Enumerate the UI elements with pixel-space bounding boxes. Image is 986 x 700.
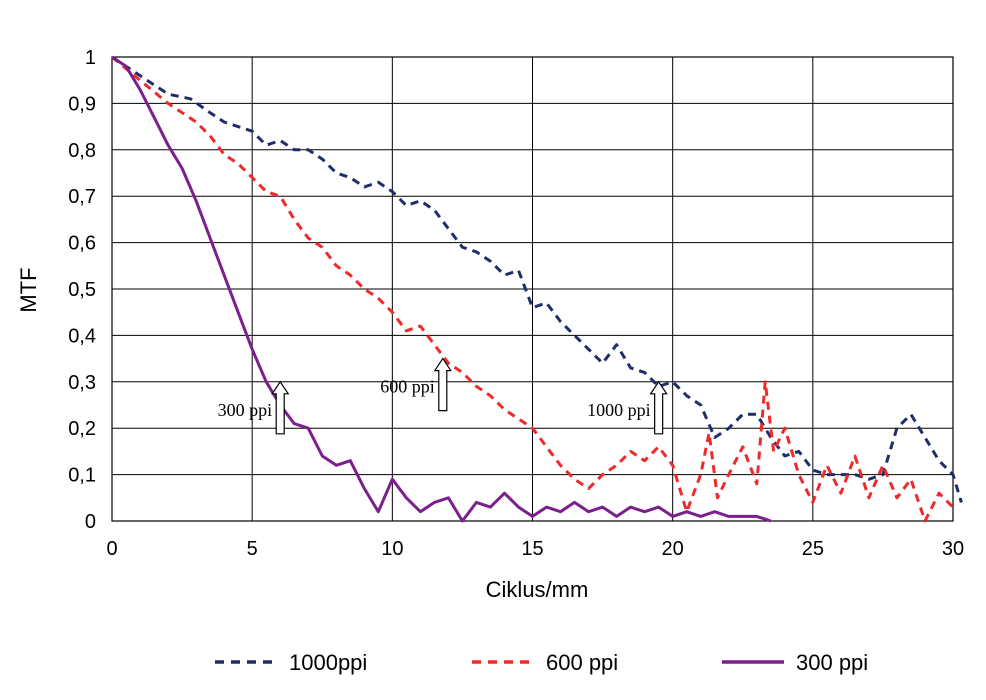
grid xyxy=(111,56,954,522)
annotation-arrow xyxy=(271,380,290,435)
tick-labels: 00,10,20,30,40,50,60,70,80,910 5 10 15 20 25 3… xyxy=(68,47,964,560)
up-arrow-icon xyxy=(271,380,290,435)
up-arrow-icon xyxy=(433,357,452,412)
y-tick-label: 0,9 xyxy=(68,93,96,115)
x-tick-label: 0 xyxy=(106,538,117,560)
annotation-arrow xyxy=(433,357,452,412)
legend-label: 1000ppi xyxy=(289,650,367,675)
annotation-arrow xyxy=(649,380,668,435)
y-tick-label: 0,2 xyxy=(68,418,96,440)
y-tick-label: 0 xyxy=(85,511,96,533)
series-line-300ppi xyxy=(111,55,772,523)
y-axis-title: MTF xyxy=(16,267,41,312)
x-tick-label: 25 xyxy=(802,538,824,560)
y-tick-label: 0,3 xyxy=(68,372,96,394)
series-layer xyxy=(111,55,963,523)
y-tick-label: 1 xyxy=(85,47,96,69)
annotation-label: 600 ppi xyxy=(380,377,435,397)
x-tick-label: 10 xyxy=(381,538,403,560)
x-tick-label: 5 xyxy=(247,538,258,560)
legend-label: 600 ppi xyxy=(546,650,618,675)
legend-label: 300 ppi xyxy=(796,650,868,675)
annotation-label: 1000 ppi xyxy=(587,400,651,420)
y-tick-label: 0,6 xyxy=(68,233,96,255)
series-line-600ppi xyxy=(111,55,955,523)
x-axis-title: Ciklus/mm xyxy=(486,577,589,602)
annotation-label: 300 ppi xyxy=(218,400,273,420)
y-tick-label: 0,8 xyxy=(68,140,96,162)
legend: 1000ppi 600 ppi 300 ppi xyxy=(215,650,868,675)
y-tick-label: 0,1 xyxy=(68,465,96,487)
y-tick-label: 0,5 xyxy=(68,279,96,301)
series-line-1000ppi xyxy=(111,55,963,503)
y-tick-label: 0,7 xyxy=(68,186,96,208)
up-arrow-icon xyxy=(649,380,668,435)
x-tick-label: 20 xyxy=(662,538,684,560)
x-tick-label: 30 xyxy=(942,538,964,560)
y-tick-label: 0,4 xyxy=(68,325,96,347)
x-tick-label: 15 xyxy=(521,538,543,560)
annotation-layer: 300 ppi 600 ppi 1000 ppi xyxy=(218,357,668,435)
